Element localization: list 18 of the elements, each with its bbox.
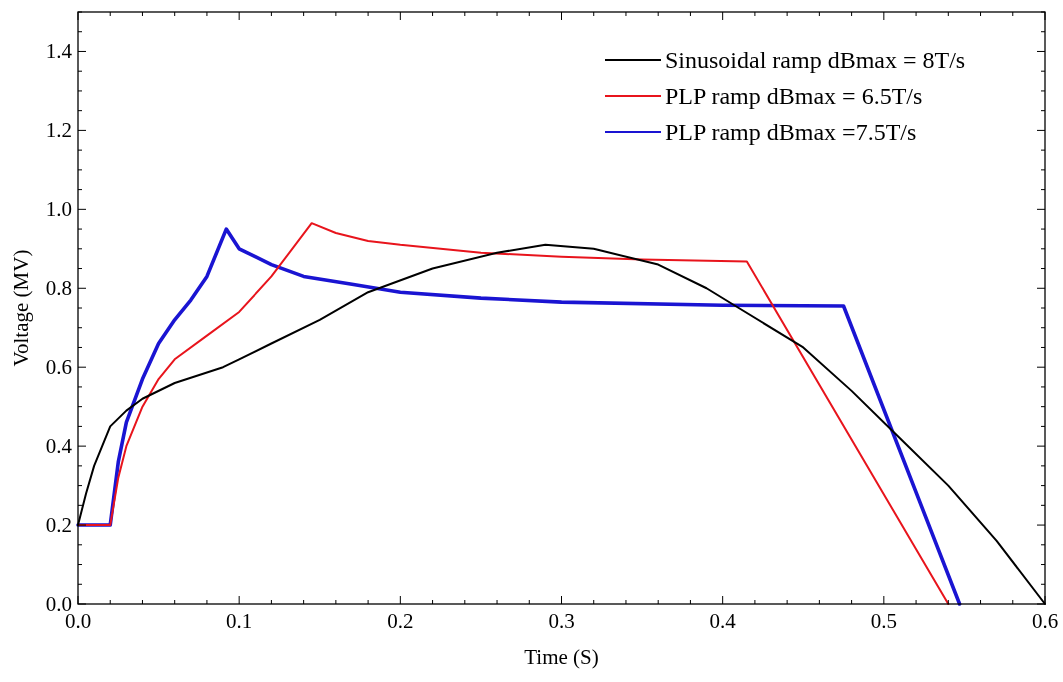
y-tick-label: 0.6 bbox=[45, 355, 72, 380]
y-tick-label: 0.8 bbox=[45, 276, 72, 301]
y-axis-title: Voltage (MV) bbox=[9, 249, 33, 367]
x-axis-title: Time (S) bbox=[524, 645, 599, 669]
y-tick-label: 0.2 bbox=[45, 513, 72, 538]
x-tick-label: 0.1 bbox=[226, 609, 253, 633]
x-tick-label: 0.4 bbox=[709, 609, 737, 633]
x-tick-label: 0.6 bbox=[1031, 609, 1059, 633]
y-tick-label: 0.4 bbox=[45, 434, 73, 459]
y-tick-label: 1.4 bbox=[45, 39, 73, 64]
legend-label: PLP ramp dBmax = 6.5T/s bbox=[665, 83, 923, 109]
legend-label: PLP ramp dBmax =7.5T/s bbox=[665, 119, 917, 145]
y-tick-label: 1.2 bbox=[45, 118, 72, 143]
x-tick-label: 0.3 bbox=[548, 609, 575, 633]
y-tick-label: 1.0 bbox=[45, 197, 72, 222]
legend-label: Sinusoidal ramp dBmax = 8T/s bbox=[665, 47, 966, 73]
x-tick-label: 0.2 bbox=[387, 609, 414, 633]
x-tick-label: 0.5 bbox=[870, 609, 897, 633]
